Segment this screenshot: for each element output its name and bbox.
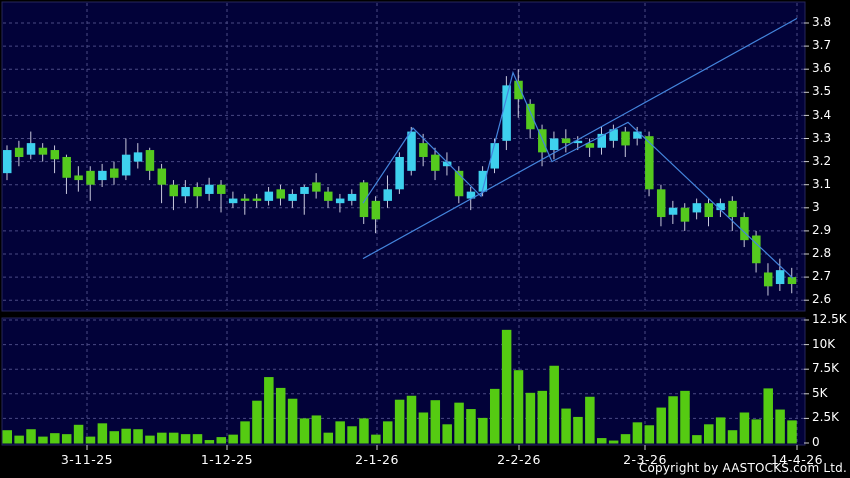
x-axis-date-label: 14-4-26 [770, 452, 824, 467]
volume-axis-label: 12.5K [812, 312, 847, 326]
price-axis-label: 2.7 [812, 269, 832, 283]
volume-axis-label: 5K [812, 386, 828, 400]
price-axis-label: 3.3 [812, 131, 832, 145]
x-axis-date-label: 2-2-26 [497, 452, 541, 467]
price-axis-label: 3.1 [812, 177, 832, 191]
price-axis-label: 2.9 [812, 223, 832, 237]
x-axis-date-label: 1-12-25 [200, 452, 254, 467]
volume-axis-label: 0 [812, 435, 820, 449]
volume-axis-label: 7.5K [812, 361, 839, 375]
price-axis-label: 2.6 [812, 292, 832, 306]
price-axis-label: 3.7 [812, 38, 832, 52]
price-axis-label: 2.8 [812, 246, 832, 260]
volume-axis-label: 10K [812, 337, 836, 351]
price-axis-label: 3.4 [812, 108, 832, 122]
volume-axis-label: 2.5K [812, 410, 839, 424]
x-axis-date-label: 3-11-25 [60, 452, 114, 467]
price-axis-label: 3 [812, 200, 820, 214]
copyright-text: Copyright by AASTOCKS.com Ltd. [638, 461, 847, 475]
x-axis-date-label: 2-1-26 [355, 452, 399, 467]
price-axis-label: 3.2 [812, 154, 832, 168]
price-axis-label: 3.6 [812, 61, 832, 75]
price-axis-label: 3.8 [812, 15, 832, 29]
x-axis-date-label: 2-3-26 [623, 452, 667, 467]
price-axis-label: 3.5 [812, 84, 832, 98]
